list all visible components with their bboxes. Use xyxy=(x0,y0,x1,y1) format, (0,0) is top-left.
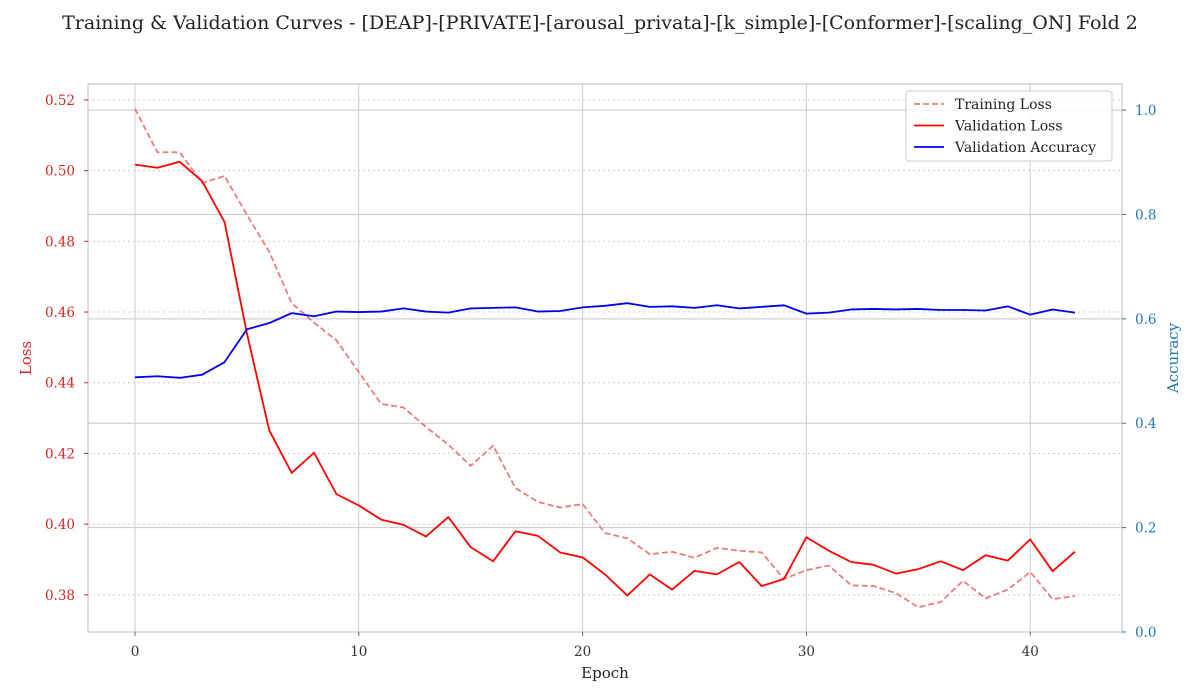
y-axis-label-loss: Loss xyxy=(17,341,35,375)
series-line-training-loss xyxy=(134,108,1076,609)
x-tick-label: 10 xyxy=(350,644,367,660)
y2-tick-label-accuracy: 0.6 xyxy=(1135,312,1156,328)
y-tick-label-loss: 0.40 xyxy=(45,517,75,533)
tick-labels: 0 10 20 30 40 0.38 0.40 0.42 0.44 0.46 0.48 0.50 0.5… xyxy=(45,93,1157,660)
series-line-validation-loss xyxy=(134,160,1076,597)
legend-label-validation-accuracy: Validation Accuracy xyxy=(954,140,1096,156)
series-lines xyxy=(134,108,1076,609)
y2-tick-label-accuracy: 0.8 xyxy=(1135,207,1156,223)
y-tick-label-loss: 0.38 xyxy=(45,588,75,604)
y-tick-label-loss: 0.46 xyxy=(45,305,75,321)
grid xyxy=(88,84,1122,632)
x-axis-label: Epoch xyxy=(581,664,629,682)
x-tick-label: 30 xyxy=(798,644,815,660)
legend-box xyxy=(905,90,1113,162)
y-tick-label-loss: 0.52 xyxy=(45,93,75,109)
y-tick-label-loss: 0.42 xyxy=(45,446,75,462)
legend-label-validation-loss: Validation Loss xyxy=(954,119,1063,135)
legend: Training Loss Validation Loss Validation A… xyxy=(905,90,1113,162)
x-tick-label: 40 xyxy=(1022,644,1039,660)
y2-tick-label-accuracy: 0.4 xyxy=(1135,416,1156,432)
y-tick-label-loss: 0.50 xyxy=(45,164,75,180)
y2-tick-label-accuracy: 0.2 xyxy=(1135,521,1156,537)
y2-tick-label-accuracy: 1.0 xyxy=(1135,103,1156,119)
y-axis-label-accuracy: Accuracy xyxy=(1164,322,1182,394)
y-tick-label-loss: 0.48 xyxy=(45,234,75,250)
chart-title: Training & Validation Curves - [DEAP]-[P… xyxy=(62,12,1138,34)
y-tick-label-loss: 0.44 xyxy=(45,376,75,392)
legend-label-training-loss: Training Loss xyxy=(955,97,1052,113)
y2-tick-label-accuracy: 0.0 xyxy=(1135,625,1156,641)
plot-area-frame xyxy=(87,83,1123,633)
x-tick-label: 20 xyxy=(574,644,591,660)
series-line-validation-accuracy xyxy=(134,302,1076,379)
x-tick-label: 0 xyxy=(131,644,140,660)
